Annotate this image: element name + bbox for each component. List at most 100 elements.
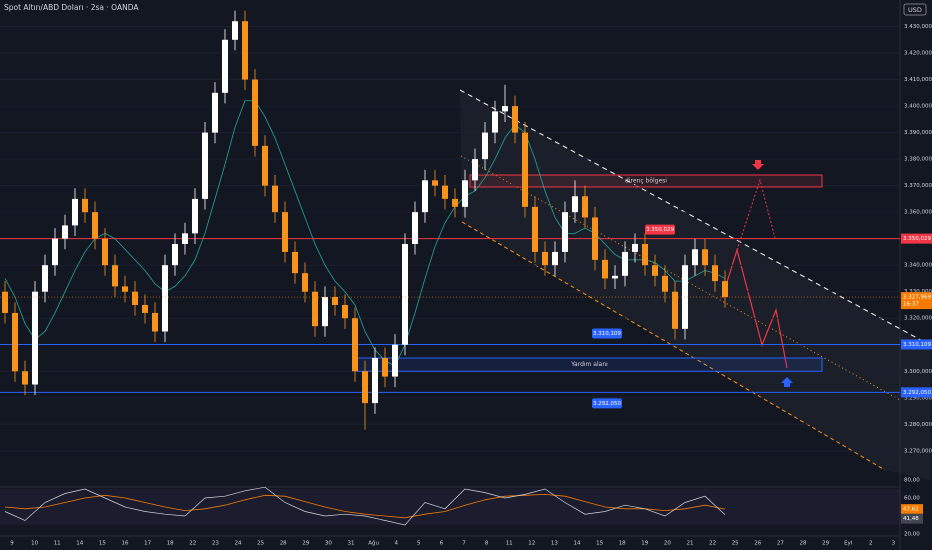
currency-box xyxy=(903,3,927,16)
candle-body xyxy=(392,344,398,377)
candle-body xyxy=(532,206,538,252)
candle-body xyxy=(542,251,548,266)
candle-body xyxy=(622,251,628,276)
rsi-value: 41,48 xyxy=(903,516,919,522)
candle-body xyxy=(582,196,588,218)
candle-body xyxy=(662,275,668,292)
level-label: 3.350,029 xyxy=(646,227,674,233)
candle-body xyxy=(292,251,298,274)
candle-body xyxy=(282,212,288,252)
x-tick-label: 24 xyxy=(235,541,242,547)
x-tick-label: 26 xyxy=(754,541,761,547)
rsi-ma-value: 47,62 xyxy=(903,507,919,513)
level-axis-tag xyxy=(901,233,932,244)
channel-upper xyxy=(459,89,931,346)
y-tick-label: 3.360,000 xyxy=(904,210,932,216)
candle-body xyxy=(162,265,168,332)
current-price-label: 3.327,969 xyxy=(903,295,931,301)
candle-body xyxy=(92,212,98,239)
candle-body xyxy=(502,106,508,112)
candle-body xyxy=(452,198,458,207)
rsi-band xyxy=(0,489,900,525)
candle-body xyxy=(252,79,258,146)
candle-body xyxy=(72,198,78,226)
x-tick-label: 8 xyxy=(485,541,489,547)
y-tick-label: 3.420,000 xyxy=(904,51,932,57)
x-tick-label: 14 xyxy=(76,541,83,547)
y-tick-label: 3.300,000 xyxy=(904,369,932,375)
x-tick-label: 29 xyxy=(302,541,309,547)
rsi-line xyxy=(4,486,726,526)
y-tick-label: 3.430,000 xyxy=(904,24,932,30)
candle-body xyxy=(82,198,88,213)
up-arrow xyxy=(781,377,793,387)
candle-body xyxy=(412,212,418,244)
zone-label: direnç bölgesi xyxy=(625,177,667,184)
candle-body xyxy=(302,273,308,292)
x-tick-label: 22 xyxy=(189,541,196,547)
rsi-badge xyxy=(901,513,923,524)
x-tick-label: 25 xyxy=(257,541,264,547)
candle-body xyxy=(612,275,618,279)
x-tick-label: 28 xyxy=(280,541,287,547)
x-tick-label: 4 xyxy=(394,541,398,547)
candle-body xyxy=(122,286,128,292)
y-tick-label: 3.380,000 xyxy=(904,157,932,163)
forecast-alt xyxy=(736,178,776,251)
x-tick-label: 21 xyxy=(687,541,694,547)
candle-body xyxy=(322,297,328,327)
level-axis-tag xyxy=(901,339,932,350)
zone-label: Yardım alanı xyxy=(570,361,608,368)
x-tick-label: 6 xyxy=(440,541,444,547)
candle-body xyxy=(262,145,268,186)
x-tick-label: 7 xyxy=(462,541,466,547)
candle-body xyxy=(572,196,578,213)
y-tick-label: 3.320,000 xyxy=(904,316,932,322)
rsi-tick-label: 80,00 xyxy=(904,478,920,484)
candle-body xyxy=(102,238,108,266)
currency: USD xyxy=(908,6,922,14)
level-axis-label: 3.310,109 xyxy=(903,342,931,348)
y-tick-label: 3.290,000 xyxy=(904,395,932,401)
x-tick-label: 15 xyxy=(99,541,106,547)
candle-body xyxy=(212,92,218,133)
candle-body xyxy=(722,281,728,298)
candle-body xyxy=(172,243,178,266)
candle-body xyxy=(562,212,568,252)
level-tag xyxy=(592,398,622,409)
candle-body xyxy=(372,358,378,404)
candle-body xyxy=(52,238,58,266)
zone xyxy=(469,174,823,188)
chart-title: Spot Altın/ABD Doları · 2sa · OANDA xyxy=(4,3,139,12)
candle-body xyxy=(442,185,448,199)
x-tick-label: 3 xyxy=(892,541,896,547)
x-tick-label: 28 xyxy=(800,541,807,547)
rsi-ma-line xyxy=(4,493,726,519)
level-axis-label: 3.292,050 xyxy=(903,390,931,396)
current-time-label: 16:37 xyxy=(903,302,919,308)
candle-body xyxy=(422,180,428,213)
x-tick-label: 23 xyxy=(212,541,219,547)
candle-body xyxy=(592,217,598,260)
candle-body xyxy=(132,291,138,305)
x-tick-label: 25 xyxy=(732,541,739,547)
y-tick-label: 3.400,000 xyxy=(904,104,932,110)
candle-body xyxy=(62,225,68,239)
candle-body xyxy=(602,259,608,279)
x-tick-label: 12 xyxy=(528,541,535,547)
candle-body xyxy=(192,198,198,234)
x-tick-label: 10 xyxy=(31,541,38,547)
level-label: 3.310,109 xyxy=(593,331,621,337)
candle-body xyxy=(712,265,718,282)
candle-body xyxy=(402,243,408,345)
x-tick-label: 11 xyxy=(54,541,61,547)
x-tick-label: 20 xyxy=(664,541,671,547)
x-tick-label: 22 xyxy=(709,541,716,547)
x-tick-label: 9 xyxy=(10,541,14,547)
x-tick-label: 27 xyxy=(777,541,784,547)
current-price-tag xyxy=(901,292,932,310)
candle-body xyxy=(472,159,478,181)
y-tick-label: 3.410,000 xyxy=(904,77,932,83)
candle-body xyxy=(492,111,498,133)
candle-body xyxy=(652,265,658,276)
